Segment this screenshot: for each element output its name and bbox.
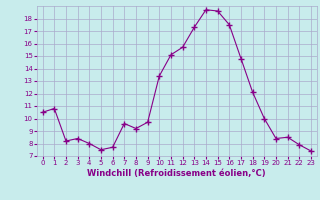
- X-axis label: Windchill (Refroidissement éolien,°C): Windchill (Refroidissement éolien,°C): [87, 169, 266, 178]
